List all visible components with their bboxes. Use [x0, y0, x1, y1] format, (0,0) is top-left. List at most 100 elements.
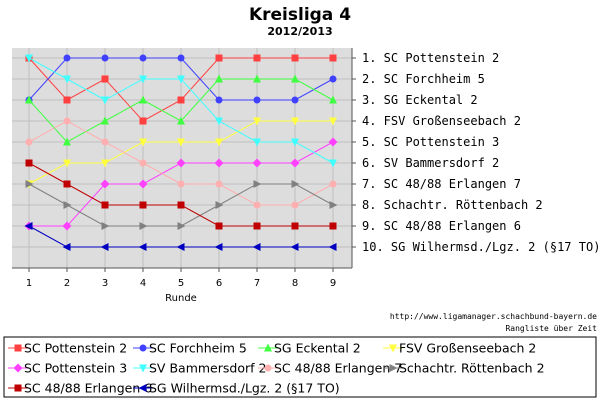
- data-point-marker: [252, 243, 261, 251]
- data-point-marker: [14, 344, 22, 352]
- standings-label: 9. SC 48/88 Erlangen 6: [362, 219, 521, 233]
- data-point-marker: [290, 158, 300, 168]
- legend-box: [3, 336, 597, 398]
- data-point-marker: [264, 343, 272, 352]
- data-point-marker: [214, 243, 223, 251]
- data-point-marker: [101, 138, 109, 146]
- data-point-marker: [25, 180, 34, 188]
- x-axis-label: Runde: [165, 293, 197, 304]
- data-point-marker: [100, 179, 110, 189]
- data-point-marker: [63, 75, 71, 84]
- data-point-marker: [253, 138, 261, 147]
- data-point-marker: [215, 96, 223, 104]
- standings-label: 1. SC Pottenstein 2: [362, 51, 499, 65]
- data-point-marker: [139, 138, 147, 147]
- legend-label: Schachtr. Röttenbach 2: [399, 361, 545, 376]
- data-point-marker: [253, 180, 262, 188]
- data-point-marker: [62, 221, 72, 231]
- series-schachtr-r-ttenbach-2: [25, 180, 338, 230]
- data-point-marker: [25, 138, 33, 146]
- x-tick-label: 9: [330, 278, 336, 289]
- series-sv-bammersdorf-2: [25, 54, 337, 168]
- legend-label: SC Forchheim 5: [149, 341, 247, 356]
- data-point-marker: [215, 74, 223, 83]
- data-point-marker: [25, 95, 33, 104]
- legend-item: SG Wilhermsd./Lgz. 2 (§17 TO): [133, 381, 340, 396]
- data-point-marker: [177, 180, 185, 188]
- data-point-marker: [253, 54, 261, 62]
- legend-label: SC 48/88 Erlangen 7: [274, 361, 402, 376]
- data-point-marker: [13, 363, 23, 373]
- data-point-marker: [215, 222, 223, 230]
- legend-item: SC Pottenstein 2: [8, 341, 127, 356]
- data-point-marker: [101, 159, 109, 168]
- series-sg-eckental-2: [25, 74, 337, 146]
- standings-label: 8. Schachtr. Röttenbach 2: [362, 198, 543, 212]
- legend: SC Pottenstein 2 SC Forchheim 5 SG Eckenta…: [8, 341, 545, 396]
- data-point-marker: [329, 117, 337, 126]
- data-point-marker: [25, 159, 33, 167]
- data-point-marker: [101, 222, 110, 230]
- series-sc-48-88-erlangen-7: [25, 117, 337, 209]
- data-point-marker: [291, 74, 299, 83]
- data-point-marker: [329, 201, 338, 209]
- legend-label: SC Pottenstein 2: [24, 341, 127, 356]
- data-point-marker: [329, 95, 337, 104]
- data-point-marker: [328, 243, 337, 251]
- data-point-marker: [215, 117, 223, 126]
- data-point-marker: [139, 117, 147, 125]
- data-point-marker: [177, 201, 185, 209]
- series-sc-pottenstein-2: [25, 54, 337, 125]
- data-point-marker: [139, 159, 147, 167]
- x-tick-label: 6: [216, 278, 222, 289]
- data-point-marker: [291, 222, 299, 230]
- data-point-marker: [177, 138, 185, 147]
- data-point-marker: [389, 344, 397, 353]
- data-point-marker: [63, 96, 71, 104]
- data-point-marker: [253, 117, 261, 126]
- x-tick-labels: 1 2 3 4 5 6 7 8 9: [26, 278, 336, 289]
- legend-label: SV Bammersdorf 2: [149, 361, 266, 376]
- x-tick-label: 1: [26, 278, 32, 289]
- data-point-marker: [177, 222, 186, 230]
- data-point-marker: [252, 158, 262, 168]
- data-point-marker: [291, 180, 300, 188]
- source-url: http://www.ligamanager.schachbund-bayern…: [390, 312, 597, 321]
- data-point-marker: [14, 384, 22, 392]
- data-point-marker: [101, 201, 109, 209]
- data-point-marker: [139, 75, 147, 84]
- data-point-marker: [389, 364, 398, 372]
- data-point-marker: [328, 137, 338, 147]
- data-point-marker: [177, 116, 185, 125]
- axes: [12, 48, 356, 272]
- data-point-marker: [139, 344, 147, 352]
- data-point-marker: [63, 54, 71, 62]
- standings-label: 4. FSV Großenseebach 2: [362, 114, 521, 128]
- legend-label: SG Wilhermsd./Lgz. 2 (§17 TO): [149, 381, 340, 396]
- footer-caption: Rangliste über Zeit: [505, 324, 597, 333]
- data-point-marker: [62, 243, 71, 251]
- data-point-marker: [63, 180, 71, 188]
- standings-label: 5. SC Pottenstein 3: [362, 135, 499, 149]
- data-point-marker: [138, 384, 147, 392]
- data-point-marker: [63, 201, 72, 209]
- data-point-marker: [139, 364, 147, 373]
- data-point-marker: [24, 222, 33, 230]
- data-point-marker: [215, 138, 223, 147]
- data-point-marker: [101, 75, 109, 83]
- data-point-marker: [291, 96, 299, 104]
- legend-item: SC 48/88 Erlangen 7: [258, 361, 402, 376]
- data-point-marker: [329, 222, 337, 230]
- data-point-marker: [63, 137, 71, 146]
- standings-labels: 1. SC Pottenstein 2 2. SC Forchheim 5 3. S…: [362, 51, 600, 254]
- data-point-marker: [176, 243, 185, 251]
- legend-item: SC Forchheim 5: [133, 341, 247, 356]
- data-point-marker: [63, 159, 71, 168]
- data-point-marker: [291, 201, 299, 209]
- legend-label: FSV Großenseebach 2: [399, 341, 536, 356]
- data-point-marker: [139, 95, 147, 104]
- data-point-marker: [291, 117, 299, 126]
- data-point-marker: [100, 243, 109, 251]
- legend-item: SG Eckental 2: [258, 341, 361, 356]
